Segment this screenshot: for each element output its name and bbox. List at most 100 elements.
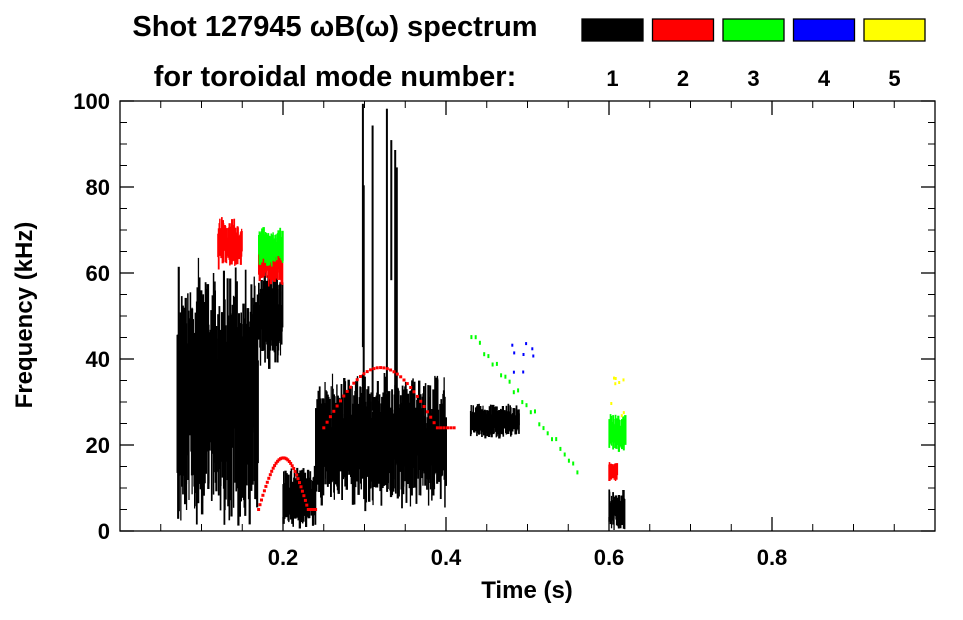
spectral-mark — [470, 335, 473, 340]
spectral-mark — [525, 403, 528, 408]
spectral-mark — [355, 378, 359, 382]
spectral-mark — [362, 426, 364, 479]
spectral-mark — [362, 185, 365, 445]
spectral-mark — [518, 413, 520, 434]
spectral-mark — [265, 480, 269, 484]
spectral-mark — [281, 238, 284, 263]
spectral-mark — [395, 167, 398, 449]
legend-swatch-2 — [651, 18, 715, 42]
y-tick-label: 40 — [86, 347, 110, 372]
spectral-mark — [522, 353, 525, 356]
spectral-mark — [429, 415, 433, 419]
spectral-mark — [621, 426, 623, 444]
spectral-mark — [409, 386, 413, 389]
spectral-mark — [576, 470, 579, 475]
spectral-mark — [609, 491, 611, 520]
spectral-mark — [452, 426, 456, 430]
spectral-mark — [502, 411, 505, 437]
y-tick-label: 0 — [98, 519, 110, 544]
spectral-mark — [382, 366, 386, 370]
spectral-mark — [220, 352, 222, 487]
spectral-mark — [302, 494, 306, 498]
spectral-mark — [283, 471, 285, 520]
spectral-mark — [385, 108, 388, 392]
spectral-mark — [427, 397, 430, 506]
spectral-mark — [614, 382, 617, 386]
y-axis-label: Frequency (kHz) — [11, 222, 38, 409]
spectral-mark — [616, 465, 618, 480]
spectral-mark — [419, 399, 423, 403]
spectral-mark — [390, 140, 393, 281]
spectral-mark — [332, 409, 336, 413]
mode-1-feature-2 — [258, 261, 284, 369]
legend-swatch-3 — [722, 18, 785, 42]
spectral-mark — [281, 245, 284, 285]
spectral-mark — [352, 403, 354, 467]
axes: 0.2 0.4 0.6 0.8 0 20 40 60 80 100 — [73, 89, 936, 570]
spectral-mark — [551, 437, 553, 442]
spectral-mark — [262, 489, 266, 493]
y-tick-label: 80 — [86, 175, 110, 200]
legend-label-3: 3 — [747, 66, 759, 91]
spectral-mark — [385, 367, 389, 371]
spectral-mark — [333, 394, 335, 500]
spectral-mark — [258, 503, 262, 507]
spectral-mark — [412, 390, 416, 394]
spectral-mark — [341, 414, 344, 480]
spectral-mark — [328, 415, 332, 419]
series-mode-1 — [176, 103, 626, 530]
x-tick-label: 0.6 — [594, 545, 625, 570]
spectral-mark — [322, 426, 326, 430]
spectral-mark — [532, 354, 535, 358]
spectral-mark — [446, 426, 449, 430]
spectral-mark — [395, 372, 399, 376]
spectral-mark — [508, 379, 511, 384]
spectral-mark — [375, 366, 379, 370]
spectral-mark — [252, 304, 255, 428]
spectral-mark — [314, 480, 317, 525]
spectral-mark — [372, 367, 376, 371]
spectral-mark — [289, 461, 293, 465]
spectral-mark — [415, 394, 419, 398]
spectral-mark — [388, 408, 390, 474]
spectral-mark — [512, 370, 515, 374]
spectral-mark — [512, 390, 515, 395]
spectral-mark — [622, 378, 625, 382]
legend-label-4: 4 — [818, 66, 831, 91]
spectral-mark — [422, 393, 424, 486]
spectral-mark — [491, 362, 494, 367]
mode-4-feature-1 — [511, 342, 535, 374]
spectral-mark — [260, 498, 263, 502]
mode-2-feature-3 — [322, 366, 456, 430]
mode-1-feature-3 — [282, 465, 317, 529]
mode-2-feature-4 — [257, 456, 318, 511]
spectral-mark — [517, 388, 520, 393]
legend-label-2: 2 — [677, 66, 689, 91]
spectral-mark — [394, 150, 397, 418]
spectral-mark — [293, 470, 297, 474]
spectral-mark — [567, 458, 570, 463]
mode-1-feature-1 — [176, 257, 259, 526]
spectral-mark — [439, 426, 443, 430]
spectral-mark — [342, 394, 346, 398]
spectral-mark — [399, 375, 403, 379]
spectral-mark — [268, 473, 272, 477]
mode-3-feature-1 — [258, 227, 284, 267]
spectral-mark — [511, 343, 514, 347]
spectral-mark — [614, 377, 617, 380]
spectral-mark — [365, 370, 369, 374]
spectral-mark — [392, 370, 396, 374]
spectral-mark — [409, 399, 412, 507]
spectral-mark — [257, 508, 261, 511]
spectral-mark — [261, 493, 265, 497]
spectral-mark — [359, 375, 362, 378]
spectral-mark — [425, 410, 429, 414]
spectral-mark — [529, 410, 532, 415]
spectral-mark — [525, 342, 528, 346]
spectral-mark — [295, 473, 299, 477]
legend-swatch-5 — [863, 18, 926, 42]
y-tick-label: 100 — [73, 89, 110, 114]
spectral-mark — [303, 498, 307, 502]
